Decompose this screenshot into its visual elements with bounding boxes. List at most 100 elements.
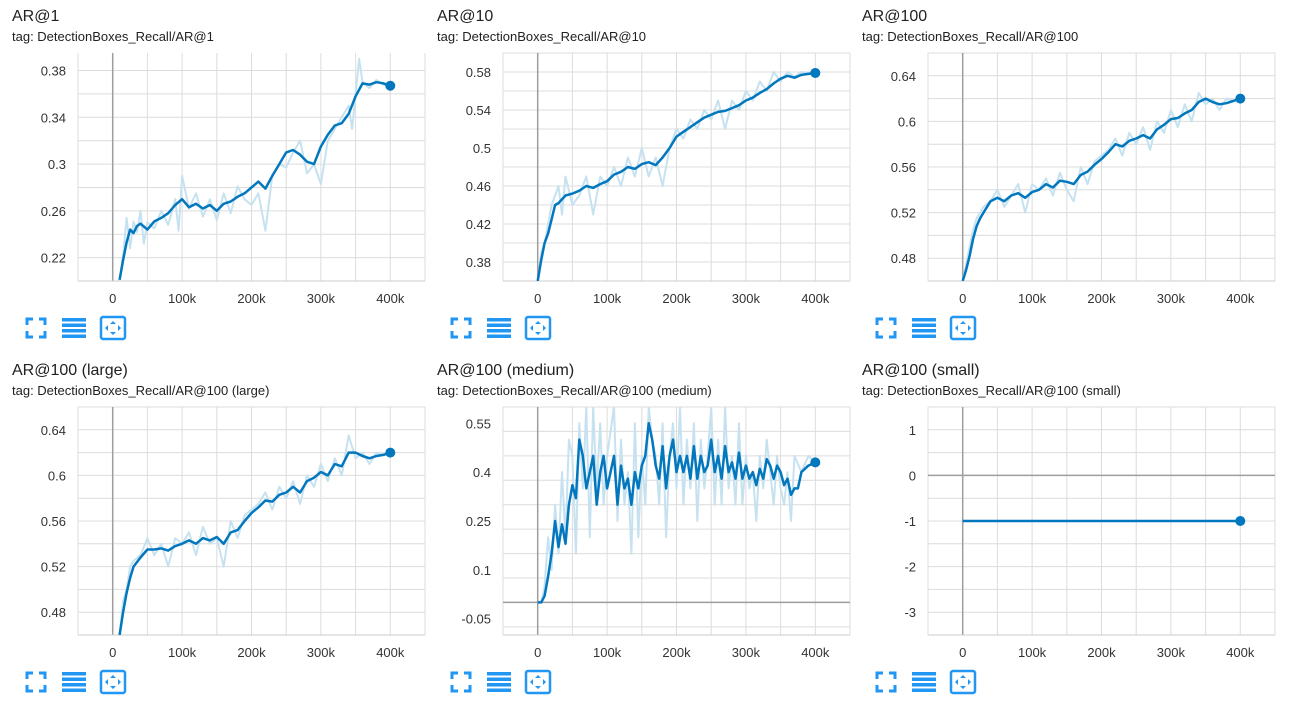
line-chart[interactable]: 0.48 0.52 0.56 0.6 0.64 0 100k 200k 300k 400k [850, 50, 1276, 314]
y-tick-label: -0.05 [461, 612, 491, 627]
last-value-point[interactable] [385, 447, 396, 458]
raw-series-line [118, 434, 391, 635]
smoothed-series-line [536, 71, 816, 281]
last-value-point[interactable] [810, 457, 821, 468]
x-tick-label: 200k [662, 291, 691, 306]
fit-to-screen-icon[interactable] [447, 668, 475, 696]
chart-title: AR@10 [437, 8, 494, 25]
chart-card: AR@1 tag: DetectionBoxes_Recall/AR@1 0.2… [0, 0, 426, 354]
x-tick-label: 200k [237, 645, 266, 660]
y-tick-label: 0.54 [466, 103, 491, 118]
x-tick-label: 100k [593, 645, 622, 660]
log-scale-icon[interactable] [910, 314, 938, 342]
y-tick-label: 0.3 [48, 157, 66, 172]
fit-to-screen-icon[interactable] [872, 314, 900, 342]
fit-to-screen-icon[interactable] [872, 668, 900, 696]
x-tick-label: 0 [534, 645, 541, 660]
x-tick-label: 200k [1087, 645, 1116, 660]
chart-card: AR@10 tag: DetectionBoxes_Recall/AR@10 0… [425, 0, 851, 354]
last-value-point[interactable] [1235, 93, 1246, 104]
line-chart[interactable]: 0.22 0.26 0.3 0.34 0.38 0 100k 200k 300k 400k [0, 50, 426, 314]
chart-title: AR@100 (large) [12, 362, 128, 379]
x-tick-label: 400k [1226, 291, 1255, 306]
y-tick-label: 0.6 [48, 468, 66, 483]
x-tick-label: 300k [732, 291, 761, 306]
x-tick-label: 100k [593, 291, 622, 306]
last-value-point[interactable] [385, 80, 396, 91]
fit-to-screen-icon[interactable] [447, 314, 475, 342]
x-tick-label: 300k [307, 291, 336, 306]
log-scale-icon[interactable] [910, 668, 938, 696]
y-tick-label: -1 [904, 514, 916, 529]
y-tick-label: 0.34 [41, 110, 66, 125]
x-tick-label: 300k [732, 645, 761, 660]
chart-tag: tag: DetectionBoxes_Recall/AR@100 (large… [12, 383, 270, 398]
line-chart[interactable]: 0.38 0.42 0.46 0.5 0.54 0.58 0 100k 200k 300k 400k [425, 50, 851, 314]
line-chart[interactable]: 0.48 0.52 0.56 0.6 0.64 0 100k 200k 300k 400k [0, 404, 426, 668]
y-tick-label: 0.58 [466, 65, 491, 80]
x-tick-label: 0 [534, 291, 541, 306]
y-tick-label: 0.46 [466, 179, 491, 194]
raw-series-line [536, 71, 816, 281]
chart-card: AR@100 (large) tag: DetectionBoxes_Recal… [0, 354, 426, 708]
reset-zoom-icon[interactable] [524, 668, 552, 696]
x-tick-label: 300k [1157, 291, 1186, 306]
y-tick-label: 0.64 [41, 423, 66, 438]
chart-tag: tag: DetectionBoxes_Recall/AR@100 [862, 29, 1079, 44]
x-tick-label: 400k [1226, 645, 1255, 660]
chart-title: AR@100 (small) [862, 362, 980, 379]
smoothed-series-line [118, 80, 391, 281]
y-tick-label: 1 [909, 423, 916, 438]
chart-tag: tag: DetectionBoxes_Recall/AR@100 (small… [862, 383, 1121, 398]
raw-series-line [537, 407, 816, 604]
log-scale-icon[interactable] [60, 668, 88, 696]
y-tick-label: 0.56 [891, 160, 916, 175]
series-group [536, 71, 816, 281]
y-tick-label: 0.22 [41, 251, 66, 266]
raw-series-line [118, 57, 391, 281]
reset-zoom-icon[interactable] [949, 314, 977, 342]
line-chart[interactable]: -3 -2 -1 0 1 0 100k 200k 300k 400k [850, 404, 1276, 668]
y-tick-label: 0.1 [473, 563, 491, 578]
x-tick-label: 100k [168, 291, 197, 306]
reset-zoom-icon[interactable] [99, 668, 127, 696]
x-tick-label: 200k [1087, 291, 1116, 306]
log-scale-icon[interactable] [60, 314, 88, 342]
fit-to-screen-icon[interactable] [22, 314, 50, 342]
x-tick-label: 0 [959, 645, 966, 660]
x-tick-label: 100k [168, 645, 197, 660]
x-tick-label: 200k [662, 645, 691, 660]
y-tick-label: 0.56 [41, 514, 66, 529]
chart-toolbar [447, 314, 567, 344]
last-value-point[interactable] [810, 67, 821, 78]
y-tick-label: -2 [904, 560, 916, 575]
smoothed-series-line [961, 97, 1241, 281]
series-group [537, 407, 816, 604]
y-tick-label: 0.48 [891, 251, 916, 266]
chart-toolbar [447, 668, 567, 698]
x-tick-label: 100k [1018, 291, 1047, 306]
x-tick-label: 0 [109, 645, 116, 660]
reset-zoom-icon[interactable] [949, 668, 977, 696]
reset-zoom-icon[interactable] [524, 314, 552, 342]
line-chart[interactable]: -0.05 0.1 0.25 0.4 0.55 0 100k 200k 300k 400k [425, 404, 851, 668]
chart-title: AR@100 (medium) [437, 362, 575, 379]
x-tick-label: 400k [801, 291, 830, 306]
last-value-point[interactable] [1235, 516, 1246, 526]
y-tick-label: -3 [904, 605, 916, 620]
log-scale-icon[interactable] [485, 314, 513, 342]
x-tick-label: 300k [307, 645, 336, 660]
chart-tag: tag: DetectionBoxes_Recall/AR@100 (mediu… [437, 383, 712, 398]
x-tick-label: 400k [376, 645, 405, 660]
x-tick-label: 0 [109, 291, 116, 306]
y-tick-label: 0.52 [891, 206, 916, 221]
x-tick-label: 400k [376, 291, 405, 306]
log-scale-icon[interactable] [485, 668, 513, 696]
series-group [118, 57, 391, 281]
y-tick-label: 0.52 [41, 560, 66, 575]
y-tick-label: 0.48 [41, 605, 66, 620]
chart-toolbar [872, 668, 992, 698]
fit-to-screen-icon[interactable] [22, 668, 50, 696]
reset-zoom-icon[interactable] [99, 314, 127, 342]
series-group [961, 91, 1241, 281]
